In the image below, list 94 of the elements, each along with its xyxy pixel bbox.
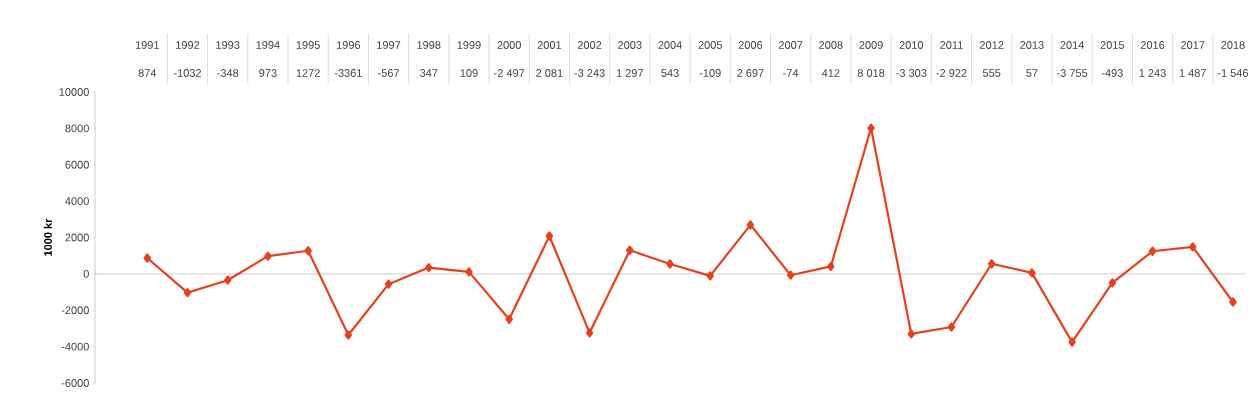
point: [183, 288, 192, 298]
x-tick-label: 2016: [1140, 41, 1165, 49]
x-tick-label: 2015: [1100, 41, 1125, 49]
data-label: -567: [378, 69, 399, 77]
x-tick-label: 2001: [537, 41, 562, 49]
data-label: 555: [982, 69, 1001, 77]
data-label: -1032: [173, 69, 202, 77]
x-tick-label: 1992: [176, 41, 200, 49]
data-label: -2 922: [936, 69, 967, 77]
data-label: -74: [783, 69, 799, 77]
x-tick-label: 2007: [778, 41, 803, 49]
data-label: 57: [1026, 69, 1038, 77]
x-tick-label: 1993: [216, 41, 240, 49]
data-label: 412: [821, 69, 840, 77]
data-label: -3361: [334, 69, 362, 77]
x-tick-label: 2002: [577, 41, 602, 49]
x-tick-label: 2005: [698, 41, 722, 49]
y-tick-label: 2000: [65, 233, 89, 242]
point: [1148, 246, 1157, 256]
point: [746, 220, 755, 230]
y-tick-label: 0: [83, 269, 89, 278]
data-label: -348: [217, 69, 239, 77]
x-tick-label: 2014: [1060, 41, 1084, 49]
x-tick-label: 2018: [1221, 41, 1245, 49]
y-tick-label: -6000: [61, 379, 89, 387]
x-tick-label: 1995: [296, 41, 320, 49]
x-tick-label: 2010: [899, 41, 924, 49]
x-tick-label: 2006: [738, 41, 763, 49]
data-label: -2 497: [494, 69, 525, 77]
y-tick-label: 4000: [65, 197, 89, 206]
data-label: 1 243: [1139, 69, 1166, 77]
point: [1028, 268, 1036, 278]
point: [867, 123, 875, 133]
y-tick-label: -4000: [61, 342, 89, 351]
point: [344, 330, 353, 340]
point: [304, 246, 312, 256]
x-tick-label: 2012: [980, 41, 1004, 49]
x-tick-label: 2013: [1020, 41, 1044, 49]
x-tick-label: 2003: [618, 41, 642, 49]
x-tick-label: 2008: [819, 41, 843, 49]
point: [1189, 242, 1197, 252]
point: [827, 261, 835, 271]
x-tick-label: 1996: [336, 41, 361, 49]
data-label: 2 697: [737, 69, 764, 77]
x-tick-label: 1999: [457, 41, 481, 49]
x-tick-label: 2009: [859, 41, 883, 49]
point: [223, 275, 232, 285]
data-label: -109: [699, 69, 721, 77]
data-label: 1 487: [1179, 69, 1206, 77]
point: [987, 259, 996, 269]
data-label: 973: [259, 69, 277, 77]
y-tick-label: 8000: [65, 124, 89, 133]
point: [585, 328, 594, 338]
point: [545, 231, 554, 241]
data-label: -3 243: [574, 69, 605, 77]
x-tick-label: 2004: [658, 41, 682, 49]
point: [1068, 337, 1076, 347]
point: [706, 271, 714, 281]
point: [907, 329, 915, 339]
x-tick-label: 2017: [1181, 41, 1205, 49]
data-label: 1272: [296, 69, 320, 77]
point: [505, 314, 513, 324]
x-tick-label: 1991: [135, 41, 159, 49]
x-tick-label: 1998: [417, 41, 441, 49]
point: [947, 322, 956, 332]
y-axis-title: 1000 kr: [43, 218, 52, 256]
data-label: 1 297: [616, 69, 643, 77]
data-label: 2 081: [536, 69, 563, 77]
point: [384, 279, 393, 289]
point: [786, 270, 795, 280]
y-tick-label: 10000: [59, 88, 89, 96]
x-tick-label: 2011: [940, 41, 963, 49]
point: [1108, 278, 1117, 288]
data-label: 347: [420, 69, 438, 77]
data-label: -1 546: [1217, 69, 1249, 77]
point: [425, 262, 433, 273]
x-tick-label: 2000: [497, 41, 521, 49]
point: [143, 253, 152, 263]
data-label: -493: [1101, 69, 1123, 77]
point: [1229, 297, 1237, 307]
point: [626, 245, 634, 255]
data-label: -3 755: [1056, 69, 1088, 77]
x-tick-label: 1994: [256, 41, 280, 49]
data-label: 109: [460, 69, 478, 77]
data-label: 874: [138, 69, 157, 77]
point: [465, 267, 473, 277]
x-tick-label: 1997: [377, 41, 401, 49]
point: [264, 251, 272, 261]
data-label: -3 303: [896, 69, 927, 77]
data-label: 543: [661, 69, 679, 77]
y-tick-label: 6000: [65, 160, 89, 169]
y-tick-label: -2000: [61, 306, 89, 315]
point: [666, 259, 674, 269]
data-label: 8 018: [857, 69, 885, 77]
